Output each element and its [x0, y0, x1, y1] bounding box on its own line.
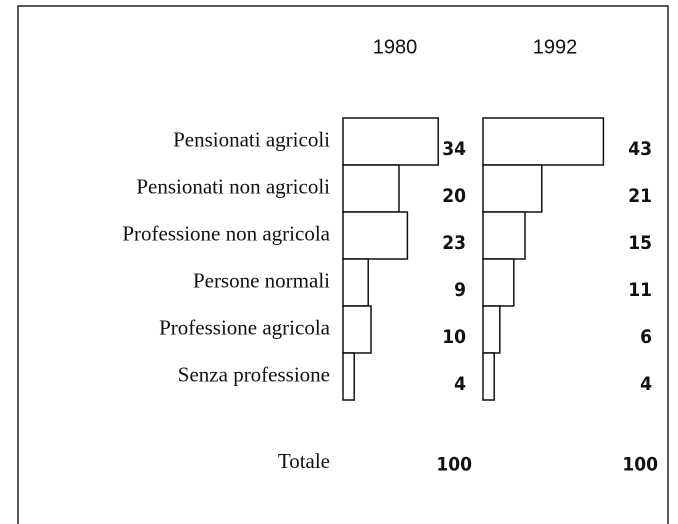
category-label: Professione non agricola: [122, 221, 330, 245]
total-value: 100: [622, 454, 658, 476]
value-label: 10: [442, 326, 466, 348]
bar: [342, 305, 372, 354]
category-label: Pensionati non agricoli: [136, 174, 330, 198]
frame: [17, 5, 669, 524]
bar: [482, 211, 526, 260]
value-label: 4: [640, 373, 652, 395]
total-label: Totale: [278, 449, 330, 473]
value-label: 4: [454, 373, 466, 395]
bar: [342, 164, 400, 213]
value-label: 21: [628, 185, 652, 207]
value-label: 23: [442, 232, 466, 254]
bar: [342, 211, 409, 260]
category-label: Senza professione: [178, 362, 330, 386]
series-header: 1980: [373, 36, 418, 58]
bar: [482, 117, 605, 166]
bar: [342, 258, 369, 307]
category-label: Pensionati agricoli: [173, 127, 330, 151]
value-label: 11: [628, 279, 652, 301]
bar: [482, 164, 543, 213]
value-label: 34: [442, 138, 466, 160]
category-label: Persone normali: [193, 268, 330, 292]
series-header: 1992: [533, 36, 578, 58]
value-label: 9: [454, 279, 466, 301]
bar: [482, 305, 501, 354]
bar: [482, 258, 515, 307]
value-label: 15: [628, 232, 652, 254]
category-label: Professione agricola: [159, 315, 331, 339]
value-label: 20: [442, 185, 466, 207]
bar: [342, 352, 355, 401]
value-label: 43: [628, 138, 652, 160]
bar: [482, 352, 495, 401]
value-label: 6: [640, 326, 652, 348]
bar: [342, 117, 439, 166]
total-value: 100: [436, 454, 472, 476]
